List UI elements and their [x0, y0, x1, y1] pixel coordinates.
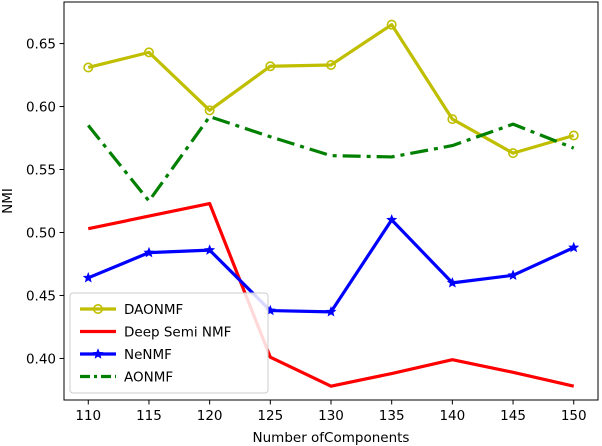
x-tick-label: 145 — [500, 408, 526, 424]
legend-label: DAONMF — [124, 302, 183, 318]
x-tick-label: 120 — [197, 408, 223, 424]
data-point — [82, 272, 94, 283]
data-point — [386, 214, 398, 225]
x-tick-label: 150 — [561, 408, 587, 424]
data-point — [386, 19, 397, 30]
legend-box — [69, 292, 269, 394]
y-tick-label: 0.40 — [26, 351, 56, 367]
data-point — [507, 269, 519, 281]
data-point — [265, 61, 276, 72]
legend-marker — [93, 303, 104, 314]
series-deep-semi-nmf — [87, 201, 575, 388]
data-point — [204, 244, 216, 255]
data-point — [325, 306, 337, 317]
legend-marker — [92, 348, 104, 359]
data-point — [447, 114, 458, 125]
data-point — [446, 277, 458, 288]
legend-label: NeNMF — [124, 347, 172, 363]
legend: DAONMF Deep Semi NMF NeNMF AONMF — [69, 292, 269, 394]
legend-label: AONMF — [124, 370, 173, 386]
y-axis-title: NMI — [0, 188, 16, 214]
series-daonmf — [83, 19, 579, 159]
y-tick-label: 0.45 — [26, 288, 56, 304]
y-tick-label: 0.55 — [26, 163, 56, 179]
x-axis: 110 115 120 125 130 135 140 145 150 — [75, 400, 587, 424]
data-point — [83, 62, 94, 73]
y-tick-label: 0.50 — [26, 225, 56, 241]
series-line — [87, 23, 575, 155]
data-point — [204, 105, 215, 116]
data-point — [508, 148, 519, 159]
data-point — [325, 59, 336, 70]
series-layer — [82, 19, 580, 388]
legend-label: Deep Semi NMF — [124, 325, 231, 341]
x-tick-label: 125 — [257, 408, 283, 424]
y-axis: 0.40 0.45 0.50 0.55 0.60 0.65 — [26, 37, 64, 367]
x-axis-title: Number ofComponents — [253, 430, 410, 446]
series-aonmf — [87, 115, 575, 203]
series-line — [87, 201, 575, 388]
data-point — [143, 246, 155, 258]
series-nenmf — [82, 214, 580, 317]
x-tick-label: 135 — [379, 408, 405, 424]
series-line — [87, 115, 575, 203]
data-point — [568, 130, 579, 141]
x-tick-label: 130 — [318, 408, 344, 424]
x-tick-label: 140 — [439, 408, 465, 424]
data-point — [568, 241, 580, 253]
x-tick-label: 110 — [75, 408, 101, 424]
y-tick-label: 0.65 — [26, 37, 56, 53]
y-tick-label: 0.60 — [26, 100, 56, 116]
x-tick-label: 115 — [136, 408, 162, 424]
data-point — [143, 47, 154, 58]
